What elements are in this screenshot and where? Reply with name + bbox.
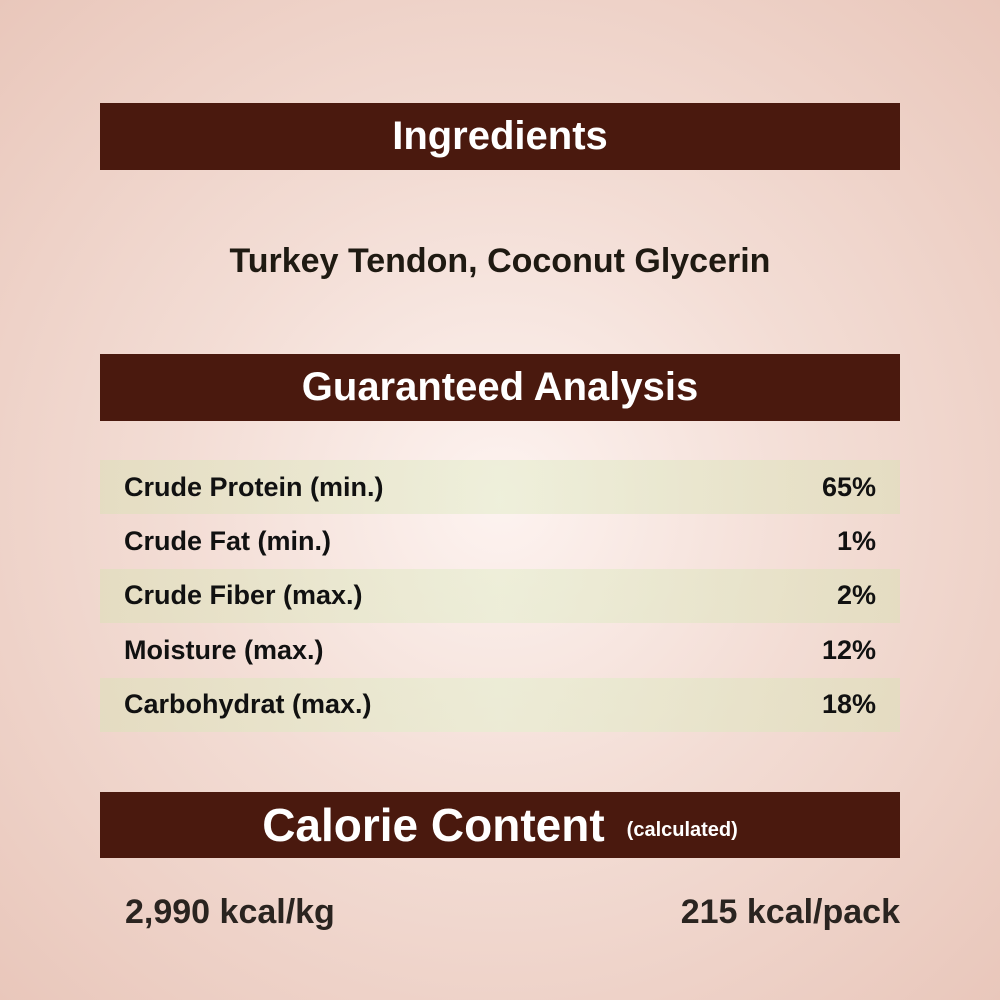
analysis-table: Crude Protein (min.) 65% Crude Fat (min.… [100, 460, 900, 732]
row-label: Crude Protein (min.) [124, 471, 384, 502]
calorie-per-pack: 215 kcal/pack [680, 893, 900, 931]
analysis-heading: Guaranteed Analysis [301, 365, 699, 409]
analysis-heading-bar: Guaranteed Analysis [100, 354, 900, 421]
ingredients-heading-bar: Ingredients [100, 103, 900, 170]
row-value: 2% [836, 580, 876, 611]
row-value: 1% [836, 526, 876, 557]
row-label: Crude Fat (min.) [124, 526, 331, 557]
calorie-heading-bar: Calorie Content (calculated) [100, 792, 900, 858]
calorie-heading: Calorie Content [262, 799, 605, 851]
table-row: Moisture (max.) 12% [100, 623, 900, 677]
table-row: Crude Fat (min.) 1% [100, 514, 900, 568]
row-label: Crude Fiber (max.) [124, 580, 363, 611]
calorie-subheading: (calculated) [626, 818, 738, 841]
calorie-per-kg: 2,990 kcal/kg [125, 893, 335, 931]
row-label: Moisture (max.) [124, 634, 324, 665]
table-row: Crude Protein (min.) 65% [100, 460, 900, 515]
table-row: Crude Fiber (max.) 2% [100, 568, 900, 624]
table-row: Carbohydrat (max.) 18% [100, 677, 900, 732]
ingredients-text: Turkey Tendon, Coconut Glycerin [229, 242, 771, 280]
row-value: 65% [821, 471, 876, 502]
row-value: 12% [821, 634, 876, 665]
row-label: Carbohydrat (max.) [124, 689, 372, 720]
row-value: 18% [821, 689, 876, 720]
ingredients-heading: Ingredients [392, 114, 608, 158]
